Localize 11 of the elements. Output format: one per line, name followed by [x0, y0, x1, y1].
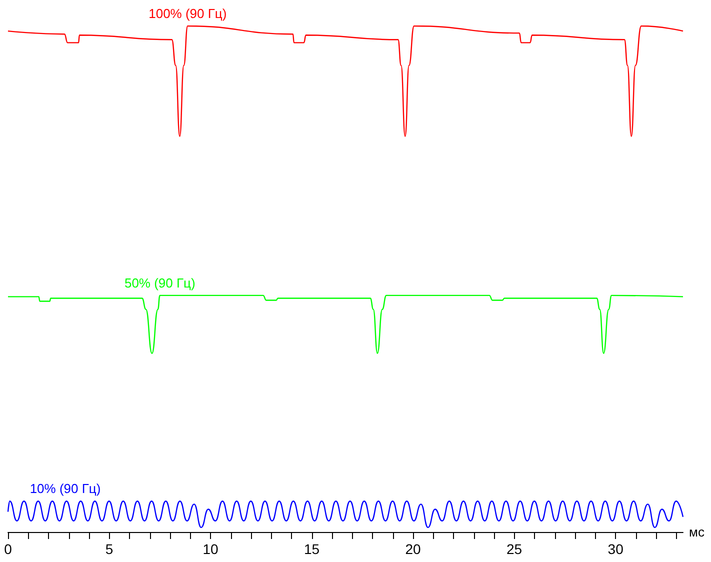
x-tick-label: 20 [405, 541, 422, 557]
x-tick-label: 0 [4, 541, 12, 557]
x-tick-label: 5 [105, 541, 114, 557]
series-label: 100% (90 Гц) [148, 6, 227, 21]
series-label: 50% (90 Гц) [124, 275, 196, 290]
x-tick-label: 25 [506, 541, 522, 557]
x-tick-label: 10 [202, 541, 219, 557]
x-tick-label: 30 [608, 541, 624, 557]
series-label: 10% (90 Гц) [30, 481, 101, 496]
x-axis-title: мс [689, 524, 705, 540]
x-tick-label: 15 [304, 541, 320, 557]
